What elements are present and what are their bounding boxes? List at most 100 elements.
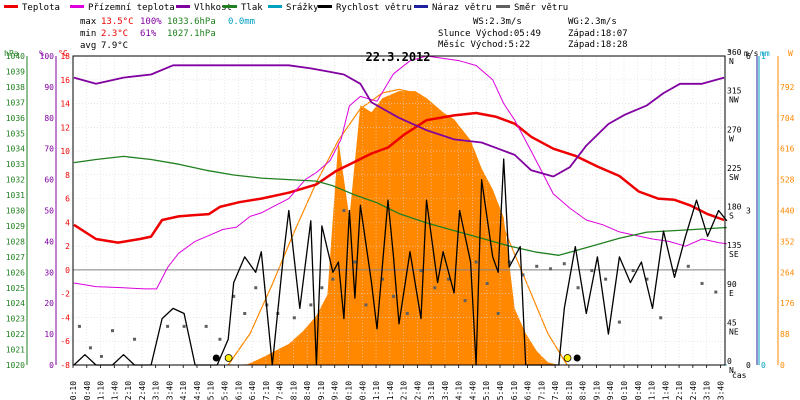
- legend-swatch-6: [414, 5, 428, 8]
- pressure-tick-18: 1038: [6, 83, 25, 92]
- wind-direction-point-20: [364, 303, 368, 307]
- wind-direction-label-1: NE: [729, 327, 739, 336]
- stats-avg-label: avg: [80, 41, 96, 51]
- solar-tick-9: 792: [780, 83, 795, 92]
- series-line-1: [73, 55, 727, 290]
- stats-min-label: min: [80, 29, 96, 39]
- temperature-tick-2: -4: [60, 313, 70, 322]
- wind-direction-point-33: [535, 264, 539, 268]
- theoretical-solar-line: [227, 88, 568, 366]
- legend-label-5: Rychlost větru: [336, 3, 412, 13]
- x-tick-label-36: 18:10: [565, 381, 574, 400]
- rain-axis-unit: mm: [760, 49, 770, 58]
- pressure-tick-19: 1039: [6, 67, 25, 76]
- wind-direction-point-36: [576, 286, 580, 290]
- pressure-tick-10: 1030: [6, 207, 25, 216]
- humidity-tick-0: 0: [49, 361, 54, 370]
- axes: hPa1020102110221023102410251026102710281…: [4, 48, 795, 400]
- wind-direction-point-1: [88, 346, 92, 350]
- wind-direction-point-45: [700, 281, 704, 285]
- wind-direction-tick-6: 270: [727, 125, 742, 134]
- wind-direction-point-17: [331, 277, 335, 281]
- wind-direction-label-3: SE: [729, 250, 739, 259]
- pressure-tick-11: 1031: [6, 191, 25, 200]
- x-tick-label-6: 03:10: [152, 381, 161, 400]
- wind-direction-point-15: [309, 303, 313, 307]
- pressure-tick-17: 1037: [6, 98, 25, 107]
- x-tick-label-35: 17:40: [551, 381, 560, 400]
- stats-avg-temp: 7.9°C: [101, 41, 128, 51]
- wind-direction-point-5: [166, 324, 170, 328]
- markers-layer: [212, 354, 581, 362]
- legend-swatch-2: [176, 5, 190, 8]
- temperature-tick-1: -6: [60, 337, 70, 346]
- temperature-tick-10: 12: [60, 123, 70, 132]
- x-tick-label-3: 01:40: [110, 381, 119, 400]
- rain-tick-0: 0: [761, 361, 766, 370]
- x-tick-label-42: 21:10: [648, 381, 657, 400]
- wind-direction-point-37: [590, 269, 594, 273]
- moonset-marker: [573, 354, 581, 362]
- info-wg: WG:2.3m/s: [568, 17, 617, 27]
- wind-direction-point-40: [631, 269, 635, 273]
- pressure-tick-8: 1028: [6, 237, 25, 246]
- wind-direction-point-16: [320, 286, 324, 290]
- temperature-tick-5: 2: [65, 242, 70, 251]
- humidity-tick-9: 90: [44, 83, 54, 92]
- pressure-tick-2: 1022: [6, 330, 25, 339]
- x-tick-label-9: 04:40: [193, 381, 202, 400]
- x-tick-label-10: 05:10: [207, 381, 216, 400]
- x-tick-label-2: 01:10: [97, 381, 106, 400]
- moonrise-marker: [212, 354, 220, 362]
- info-sun-set: Západ:18:07: [568, 29, 628, 39]
- legend-label-2: Vlhkost: [194, 3, 232, 13]
- x-tick-label-17: 08:40: [303, 381, 312, 400]
- info-moon-set: Západ:18:28: [568, 40, 628, 50]
- x-tick-label-0: 00:10: [69, 381, 78, 400]
- stats-min-temp: 2.3°C: [101, 29, 128, 39]
- wind-direction-point-9: [232, 294, 236, 298]
- solar-area: [230, 91, 559, 365]
- temperature-tick-12: 16: [60, 76, 70, 85]
- temperature-tick-0: -8: [60, 361, 70, 370]
- x-tick-label-40: 20:10: [620, 381, 629, 400]
- wind-direction-point-25: [433, 286, 437, 290]
- info-ws: WS:2.3m/s: [473, 17, 522, 27]
- solar-axis-unit: W: [788, 49, 793, 58]
- solar-tick-4: 352: [780, 237, 795, 246]
- legend-swatch-4: [268, 5, 282, 8]
- wind-direction-tick-4: 180: [727, 203, 742, 212]
- wind-direction-point-26: [447, 277, 451, 281]
- wind-speed-tick-0: 0: [746, 361, 751, 370]
- pressure-axis-unit: hPa: [4, 49, 19, 58]
- temperature-tick-6: 4: [65, 218, 70, 227]
- x-tick-label-25: 12:40: [413, 381, 422, 400]
- pressure-tick-13: 1033: [6, 160, 25, 169]
- wind-direction-point-30: [496, 312, 500, 315]
- x-tick-label-4: 02:10: [124, 381, 133, 400]
- wind-direction-point-46: [714, 290, 718, 294]
- x-tick-label-45: 22:40: [689, 381, 698, 400]
- stats-max-label: max: [80, 17, 97, 27]
- wind-direction-point-11: [254, 286, 258, 290]
- wind-direction-point-24: [419, 269, 423, 273]
- x-tick-label-24: 12:10: [400, 381, 409, 400]
- temperature-tick-3: -2: [60, 290, 70, 299]
- wind-direction-point-34: [549, 267, 553, 271]
- wind-direction-tick-0: 0: [727, 357, 732, 366]
- legend-label-3: Tlak: [241, 3, 263, 13]
- x-tick-label-20: 10:10: [344, 381, 353, 400]
- x-tick-label-37: 18:40: [579, 381, 588, 400]
- x-axis-unit: čas: [732, 370, 747, 380]
- x-tick-label-31: 15:40: [496, 381, 505, 400]
- x-tick-label-19: 09:40: [331, 381, 340, 400]
- wind-direction-tick-5: 225: [727, 164, 742, 173]
- legend-swatch-0: [4, 5, 18, 8]
- sunset-marker: [563, 354, 572, 362]
- wind-direction-label-6: W: [729, 134, 734, 143]
- stats-rain: 0.0mm: [228, 17, 255, 27]
- humidity-tick-3: 30: [44, 268, 54, 277]
- wind-direction-label-8: N: [729, 57, 734, 66]
- stats-min-hum: 61%: [140, 29, 157, 39]
- wind-direction-point-3: [110, 329, 114, 333]
